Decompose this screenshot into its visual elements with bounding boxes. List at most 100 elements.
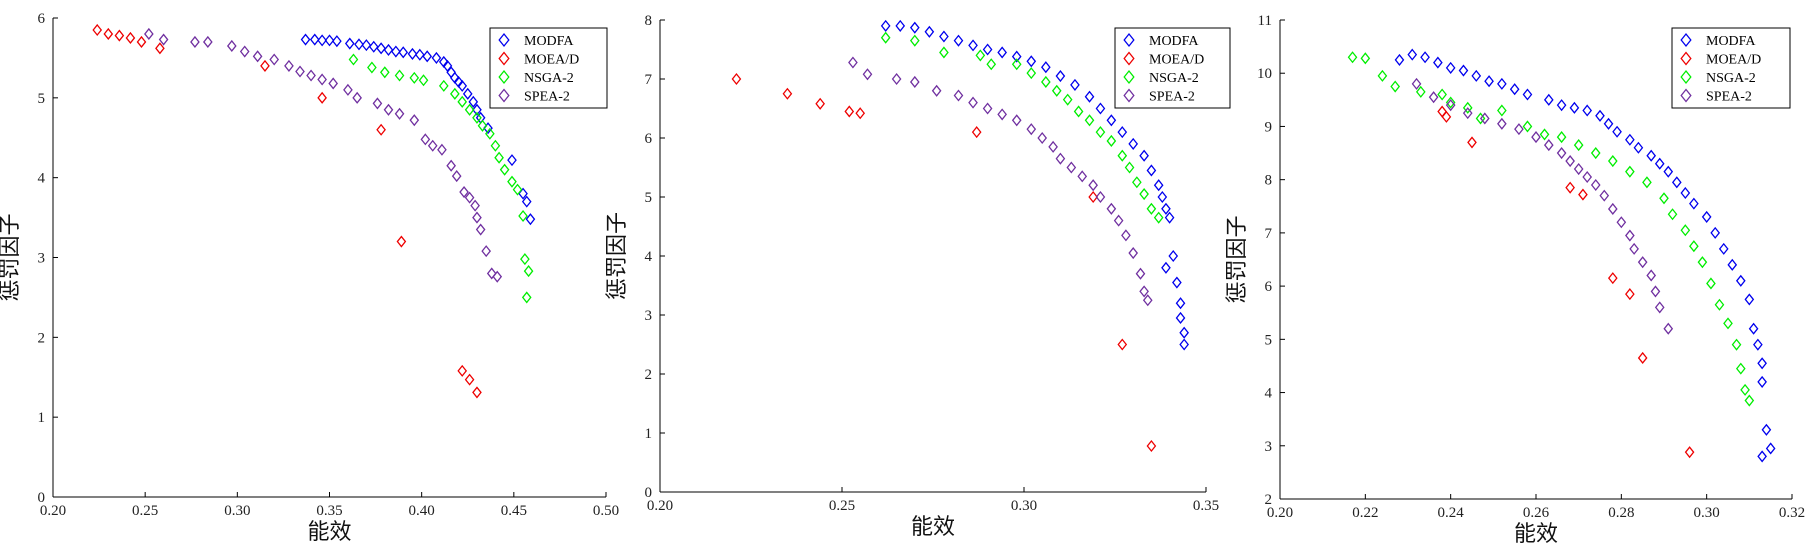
data-point — [203, 35, 213, 48]
data-point — [144, 27, 154, 41]
data-point — [518, 209, 528, 223]
data-point — [1748, 322, 1759, 335]
data-point — [1041, 75, 1051, 88]
data-point — [848, 56, 858, 69]
data-point — [472, 386, 482, 399]
data-point — [1132, 176, 1142, 189]
data-point — [494, 151, 504, 164]
data-point — [1697, 256, 1708, 269]
data-point — [1484, 75, 1494, 88]
data-point — [521, 195, 532, 208]
data-point — [1522, 88, 1533, 101]
data-point — [1161, 261, 1171, 274]
y-tick-label: 5 — [38, 91, 46, 107]
data-point — [1497, 77, 1507, 90]
data-point — [1603, 117, 1614, 130]
data-point — [1139, 285, 1149, 298]
data-point — [1654, 301, 1665, 314]
legend-marker — [498, 51, 510, 66]
data-point — [1582, 104, 1593, 117]
legend-box — [489, 27, 608, 109]
data-point — [1407, 48, 1418, 61]
series-spea-2 — [144, 27, 503, 283]
x-axis-title: 能效 — [307, 520, 351, 545]
data-point — [367, 61, 377, 74]
data-point — [523, 265, 534, 278]
y-tick-label: 8 — [645, 13, 653, 29]
data-point — [880, 31, 891, 44]
data-point — [1761, 423, 1772, 436]
data-point — [457, 95, 468, 108]
data-point — [1433, 56, 1443, 69]
data-point — [1467, 136, 1477, 149]
y-tick-label: 2 — [38, 330, 46, 346]
legend-marker — [1680, 69, 1692, 85]
data-point — [1646, 269, 1657, 282]
data-point — [1543, 93, 1554, 106]
data-point — [492, 270, 503, 283]
data-point — [1671, 176, 1682, 189]
data-point — [1124, 161, 1135, 174]
data-point — [1026, 55, 1037, 68]
data-point — [391, 45, 401, 58]
data-point — [521, 291, 532, 304]
legend-marker — [1680, 88, 1692, 103]
series-spea-2 — [848, 56, 1153, 307]
data-point — [328, 77, 339, 90]
data-point — [939, 46, 949, 59]
data-point — [1701, 210, 1712, 223]
legend-label: MOEA/D — [524, 53, 579, 68]
data-point — [782, 87, 793, 100]
data-point — [464, 373, 475, 386]
x-tick-label: 0.30 — [224, 503, 250, 519]
data-point — [383, 103, 394, 116]
data-point — [997, 46, 1007, 59]
series-moea-d — [1437, 105, 1695, 459]
series-nsga-2 — [348, 53, 534, 304]
data-point — [472, 211, 482, 224]
x-tick-label: 0.50 — [593, 503, 619, 519]
data-point — [507, 175, 517, 188]
data-point — [1723, 317, 1733, 330]
data-point — [1757, 357, 1767, 370]
data-point — [300, 33, 311, 46]
data-point — [1113, 214, 1124, 227]
data-point — [431, 51, 442, 64]
data-point — [486, 267, 497, 280]
data-point — [986, 58, 997, 71]
data-point — [1565, 181, 1575, 194]
data-point — [1088, 179, 1098, 192]
data-point — [1037, 131, 1048, 145]
x-tick-label: 0.24 — [1438, 505, 1465, 521]
data-point — [1735, 274, 1746, 287]
data-point — [1654, 157, 1665, 170]
data-point — [1146, 164, 1157, 177]
x-tick-label: 0.30 — [1011, 498, 1037, 514]
data-point — [414, 48, 425, 61]
y-tick-label: 4 — [38, 171, 46, 187]
data-point — [368, 40, 379, 53]
data-point — [1625, 229, 1635, 242]
data-point — [472, 103, 482, 116]
x-tick-label: 0.28 — [1608, 505, 1634, 521]
data-point — [1646, 149, 1657, 162]
data-point — [1164, 211, 1175, 224]
data-point — [394, 107, 405, 120]
data-point — [982, 102, 993, 115]
data-point — [475, 223, 486, 236]
data-point — [284, 59, 294, 72]
data-point — [1522, 120, 1533, 133]
data-point — [891, 72, 902, 86]
data-point — [1740, 383, 1750, 396]
data-point — [1117, 338, 1128, 351]
data-point — [1689, 240, 1699, 253]
data-point — [1607, 272, 1618, 285]
data-point — [485, 127, 495, 140]
data-point — [438, 79, 449, 92]
x-axis-title: 能效 — [1514, 522, 1558, 547]
data-point — [462, 87, 473, 100]
data-point — [269, 53, 280, 66]
data-point — [427, 139, 438, 152]
legend-label: MODFA — [524, 34, 574, 49]
data-point — [376, 42, 386, 55]
